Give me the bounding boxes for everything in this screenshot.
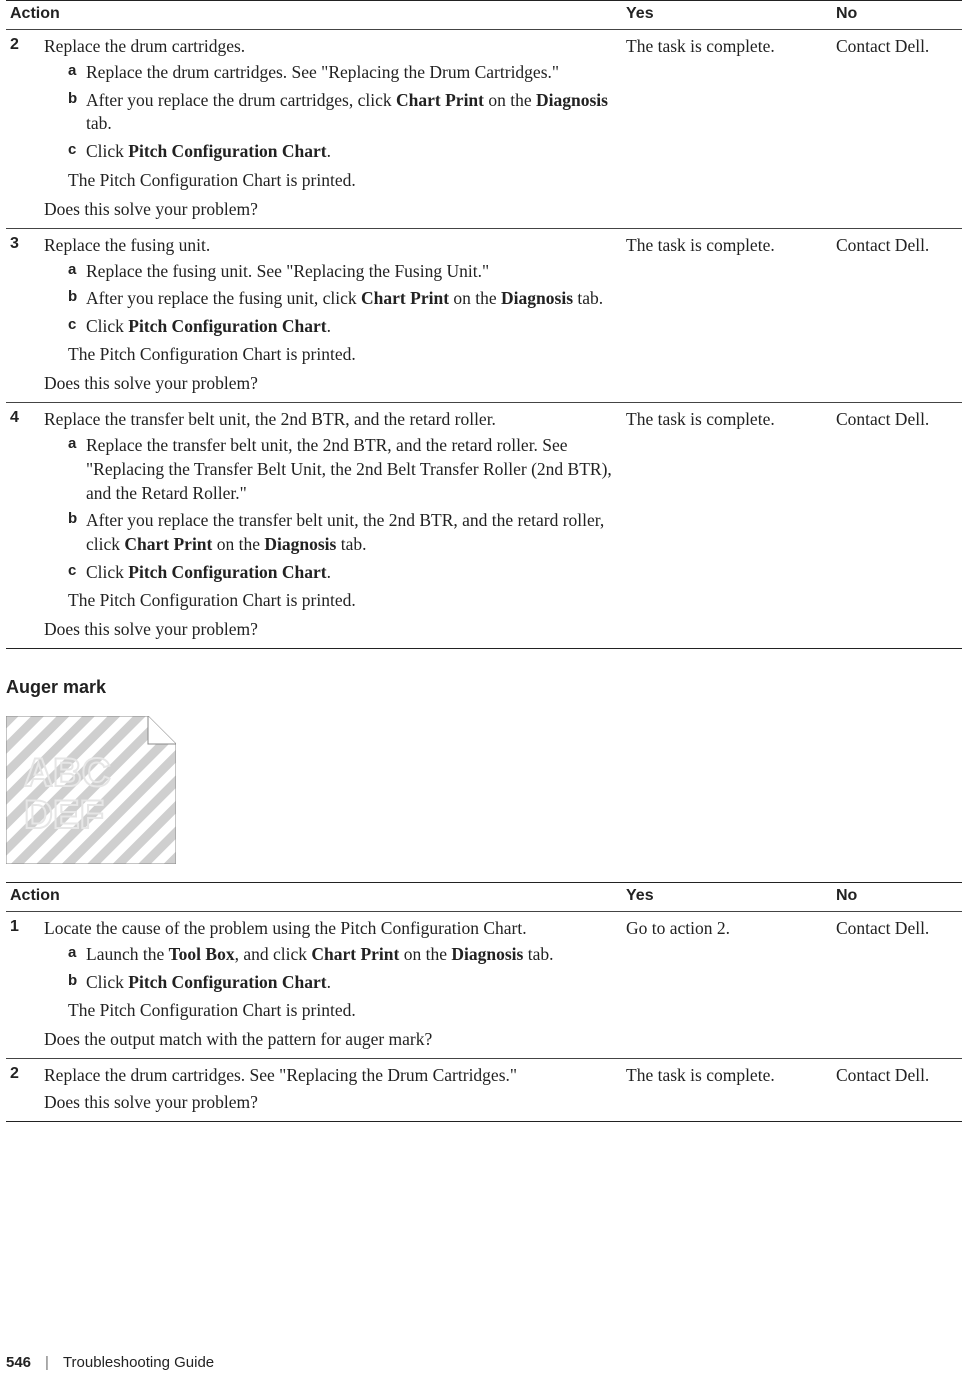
action-note: The Pitch Configuration Chart is printed… (44, 590, 618, 611)
action-question: Does the output match with the pattern f… (44, 1029, 618, 1050)
action-substeps: aReplace the transfer belt unit, the 2nd… (44, 434, 618, 584)
step-number: 2 (6, 1059, 40, 1122)
action-substeps: aReplace the fusing unit. See "Replacing… (44, 260, 618, 339)
col-no-2: No (832, 883, 962, 912)
col-action: Action (6, 1, 622, 30)
substep-label: b (68, 971, 86, 995)
action-cell: Locate the cause of the problem using th… (40, 912, 622, 1059)
substep-label: b (68, 89, 86, 136)
action-substeps: aLaunch the Tool Box, and click Chart Pr… (44, 943, 618, 994)
table-row: 2Replace the drum cartridges. aReplace th… (6, 30, 962, 229)
substep-label: a (68, 260, 86, 284)
table-row: 1Locate the cause of the problem using t… (6, 912, 962, 1059)
action-question: Does this solve your problem? (44, 199, 618, 220)
footer-title: Troubleshooting Guide (63, 1354, 214, 1371)
substep: cClick Pitch Configuration Chart. (68, 315, 618, 339)
substep-label: b (68, 509, 86, 556)
table-row: 2Replace the drum cartridges. See "Repla… (6, 1059, 962, 1122)
substep-text: Replace the drum cartridges. See "Replac… (86, 61, 618, 85)
action-cell: Replace the fusing unit. aReplace the fus… (40, 228, 622, 403)
substep: aLaunch the Tool Box, and click Chart Pr… (68, 943, 618, 967)
substep-text: After you replace the fusing unit, click… (86, 287, 618, 311)
col-no: No (832, 1, 962, 30)
section-auger-mark: Auger mark (6, 677, 962, 698)
action-intro: Replace the drum cartridges. (44, 36, 618, 57)
no-cell: Contact Dell. (832, 912, 962, 1059)
substep-label: a (68, 61, 86, 85)
substep: bClick Pitch Configuration Chart. (68, 971, 618, 995)
substep-text: Replace the transfer belt unit, the 2nd … (86, 434, 618, 505)
illus-text-2: DEF (24, 793, 104, 837)
substep-text: Launch the Tool Box, and click Chart Pri… (86, 943, 618, 967)
substep-text: Click Pitch Configuration Chart. (86, 561, 618, 585)
illus-text-1: ABC (24, 751, 111, 795)
action-intro: Locate the cause of the problem using th… (44, 918, 618, 939)
substep-text: After you replace the transfer belt unit… (86, 509, 618, 556)
substep: cClick Pitch Configuration Chart. (68, 140, 618, 164)
trouble-table-1: Action Yes No 2Replace the drum cartridg… (6, 0, 962, 649)
table-row: 3Replace the fusing unit. aReplace the fu… (6, 228, 962, 403)
step-number: 1 (6, 912, 40, 1059)
action-cell: Replace the transfer belt unit, the 2nd … (40, 403, 622, 649)
step-number: 3 (6, 228, 40, 403)
substep-label: c (68, 315, 86, 339)
no-cell: Contact Dell. (832, 403, 962, 649)
substep-text: Replace the fusing unit. See "Replacing … (86, 260, 618, 284)
step-number: 4 (6, 403, 40, 649)
col-yes-2: Yes (622, 883, 832, 912)
substep-label: a (68, 943, 86, 967)
action-note: The Pitch Configuration Chart is printed… (44, 170, 618, 191)
substep: bAfter you replace the transfer belt uni… (68, 509, 618, 556)
action-substeps: aReplace the drum cartridges. See "Repla… (44, 61, 618, 164)
action-question: Does this solve your problem? (44, 373, 618, 394)
footer-sep: | (45, 1354, 49, 1371)
yes-cell: The task is complete. (622, 30, 832, 229)
action-question: Does this solve your problem? (44, 619, 618, 640)
step-number: 2 (6, 30, 40, 229)
substep: cClick Pitch Configuration Chart. (68, 561, 618, 585)
substep-text: After you replace the drum cartridges, c… (86, 89, 618, 136)
page-number: 546 (6, 1354, 31, 1371)
substep: bAfter you replace the drum cartridges, … (68, 89, 618, 136)
no-cell: Contact Dell. (832, 30, 962, 229)
page-footer: 546 | Troubleshooting Guide (6, 1354, 214, 1371)
yes-cell: The task is complete. (622, 1059, 832, 1122)
action-question: Does this solve your problem? (44, 1092, 618, 1113)
action-cell: Replace the drum cartridges. See "Replac… (40, 1059, 622, 1122)
table-row: 4Replace the transfer belt unit, the 2nd… (6, 403, 962, 649)
action-note: The Pitch Configuration Chart is printed… (44, 1000, 618, 1021)
action-cell: Replace the drum cartridges. aReplace the… (40, 30, 622, 229)
no-cell: Contact Dell. (832, 228, 962, 403)
substep-label: c (68, 140, 86, 164)
substep: aReplace the transfer belt unit, the 2nd… (68, 434, 618, 505)
substep-label: a (68, 434, 86, 505)
auger-mark-illustration: ABC DEF (6, 716, 176, 864)
substep: bAfter you replace the fusing unit, clic… (68, 287, 618, 311)
substep: aReplace the drum cartridges. See "Repla… (68, 61, 618, 85)
trouble-table-2: Action Yes No 1Locate the cause of the p… (6, 882, 962, 1122)
yes-cell: Go to action 2. (622, 912, 832, 1059)
substep-text: Click Pitch Configuration Chart. (86, 315, 618, 339)
action-intro: Replace the fusing unit. (44, 235, 618, 256)
yes-cell: The task is complete. (622, 403, 832, 649)
no-cell: Contact Dell. (832, 1059, 962, 1122)
substep-label: c (68, 561, 86, 585)
table1-body: 2Replace the drum cartridges.aReplace th… (6, 30, 962, 649)
action-intro: Replace the transfer belt unit, the 2nd … (44, 409, 618, 430)
action-note: The Pitch Configuration Chart is printed… (44, 344, 618, 365)
table2-body: 1Locate the cause of the problem using t… (6, 912, 962, 1122)
substep-text: Click Pitch Configuration Chart. (86, 140, 618, 164)
col-yes: Yes (622, 1, 832, 30)
action-intro: Replace the drum cartridges. See "Replac… (44, 1065, 618, 1086)
col-action-2: Action (6, 883, 622, 912)
substep-text: Click Pitch Configuration Chart. (86, 971, 618, 995)
substep-label: b (68, 287, 86, 311)
substep: aReplace the fusing unit. See "Replacing… (68, 260, 618, 284)
yes-cell: The task is complete. (622, 228, 832, 403)
